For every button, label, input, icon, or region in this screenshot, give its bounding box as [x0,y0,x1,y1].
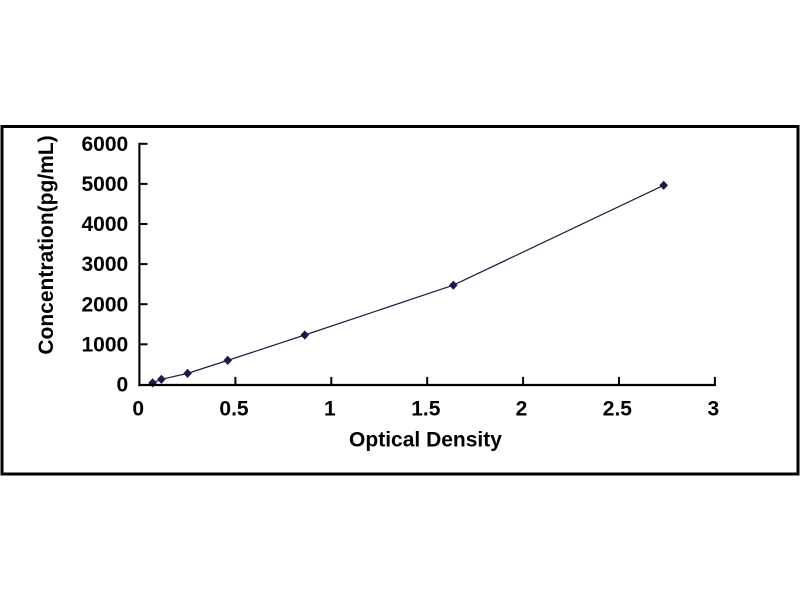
svg-text:0.5: 0.5 [219,398,249,421]
svg-text:5000: 5000 [81,173,128,196]
svg-text:4000: 4000 [81,213,128,236]
svg-text:6000: 6000 [81,133,128,156]
svg-text:2: 2 [516,398,528,421]
svg-text:Optical Density: Optical Density [349,429,502,452]
svg-text:2000: 2000 [81,293,128,316]
svg-text:1.5: 1.5 [411,398,441,421]
svg-text:3: 3 [707,398,719,421]
svg-text:2.5: 2.5 [603,398,633,421]
svg-text:1000: 1000 [81,333,128,356]
svg-text:Concentration(pg/mL): Concentration(pg/mL) [35,135,58,354]
svg-text:0: 0 [132,398,144,421]
svg-text:1: 1 [324,398,336,421]
svg-text:0: 0 [117,374,129,397]
svg-text:3000: 3000 [81,253,128,276]
